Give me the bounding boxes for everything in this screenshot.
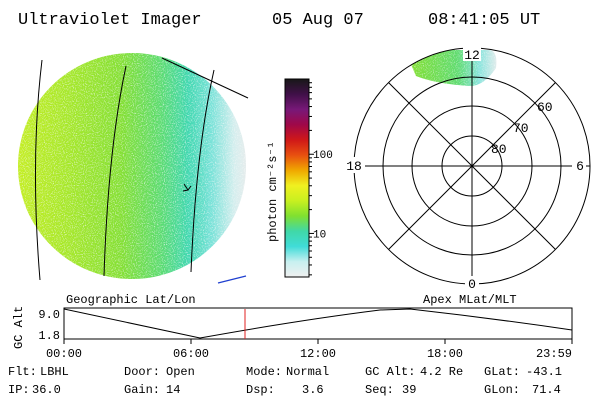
colorbar-tick-label-100: 100 — [313, 150, 333, 162]
colorbar: 10 100 photon cm⁻²s⁻¹ — [266, 78, 333, 278]
time-label-4: 23:59 — [536, 347, 572, 361]
mlt-label-0: 0 — [468, 277, 476, 292]
status-glon-key: GLon: — [484, 383, 520, 397]
disk-speckle-noise — [18, 53, 246, 279]
longitude-line-1 — [34, 59, 43, 281]
colorbar-unit-label: photon cm⁻²s⁻¹ — [266, 141, 280, 242]
lat-label-70: 70 — [513, 121, 529, 136]
status-ip-key: IP: — [8, 383, 30, 397]
lat-label-60: 60 — [537, 100, 553, 115]
status-door-value: Open — [166, 365, 195, 379]
geographic-marker — [182, 183, 192, 192]
status-gain-value: 14 — [166, 383, 180, 397]
orbit-plot-frame — [63, 307, 573, 340]
status-dsp-key: Dsp: — [246, 383, 275, 397]
status-seq-key: Seq: — [365, 383, 394, 397]
mlt-label-0-bg — [465, 276, 479, 290]
lat-label-80: 80 — [491, 142, 507, 157]
longitude-line-2 — [103, 65, 127, 277]
status-glat-value: -43.1 — [526, 365, 562, 379]
altitude-curve — [63, 308, 573, 339]
orbit-ytick-top: 9.0 — [38, 308, 60, 322]
polar-plot: 12 18 6 0 60 70 80 — [343, 47, 591, 292]
observation-date: 05 Aug 07 — [272, 11, 364, 30]
terminator-segment — [217, 275, 247, 284]
status-mode-value: Normal — [286, 365, 329, 379]
colorbar-tick-label-10: 10 — [313, 229, 326, 241]
orbit-left-label: Geographic Lat/Lon — [66, 293, 196, 307]
status-panel: Flt: LBHL Door: Open Mode: Normal GC Alt… — [8, 365, 562, 397]
status-mode-key: Mode: — [246, 365, 282, 379]
status-gain-key: Gain: — [124, 383, 160, 397]
polar-patch-speckle — [410, 50, 497, 86]
orbit-ytick-bottom: 1.8 — [38, 329, 60, 343]
colorbar-ticks: 10 100 — [309, 82, 333, 276]
latitude-line — [161, 57, 249, 99]
mlt-label-18-bg — [343, 157, 365, 173]
mlt-label-12: 12 — [464, 48, 480, 63]
mlt-label-6: 6 — [576, 159, 584, 174]
time-label-2: 12:00 — [300, 347, 336, 361]
mlt-label-18: 18 — [346, 159, 362, 174]
polar-axis-diagonal-2 — [388, 82, 556, 250]
orbit-right-label: Apex MLat/MLT — [423, 293, 517, 307]
status-glat-key: GLat: — [484, 365, 520, 379]
observation-time: 08:41:05 UT — [428, 11, 540, 30]
mlt-label-6-bg — [572, 157, 586, 173]
time-label-3: 18:00 — [427, 347, 463, 361]
orbit-altitude-panel: Geographic Lat/Lon Apex MLat/MLT GC Alt … — [12, 293, 573, 361]
status-glon-value: 71.4 — [532, 383, 561, 397]
mlt-label-12-bg — [463, 47, 481, 61]
colorbar-scale — [284, 78, 310, 278]
time-label-1: 06:00 — [173, 347, 209, 361]
status-flt-key: Flt: — [8, 365, 37, 379]
status-gcalt-key: GC Alt: — [365, 365, 415, 379]
earth-disk-image — [18, 53, 249, 284]
status-flt-value: LBHL — [40, 365, 69, 379]
status-dsp-value: 3.6 — [302, 383, 324, 397]
status-ip-value: 36.0 — [32, 383, 61, 397]
status-gcalt-value: 4.2 Re — [420, 365, 463, 379]
instrument-title: Ultraviolet Imager — [18, 11, 202, 30]
time-label-0: 00:00 — [46, 347, 82, 361]
status-door-key: Door: — [124, 365, 160, 379]
status-seq-value: 39 — [402, 383, 416, 397]
orbit-axis-label: GC Alt — [12, 306, 26, 349]
longitude-line-3 — [190, 69, 215, 273]
